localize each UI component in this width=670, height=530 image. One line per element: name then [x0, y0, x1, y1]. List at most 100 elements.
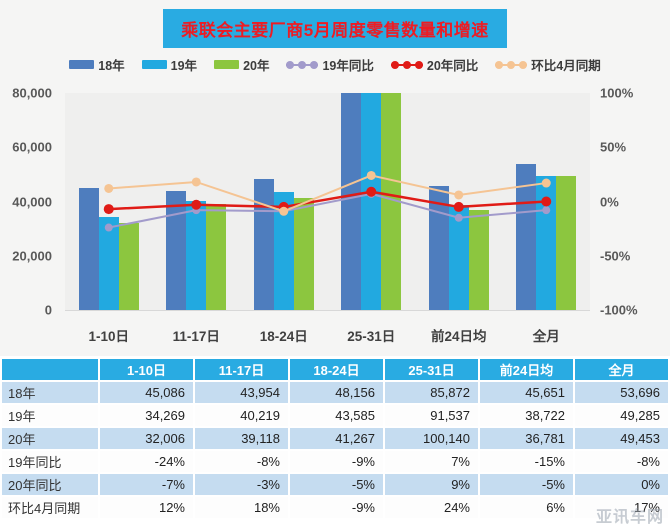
- legend-line-swatch: [390, 60, 423, 70]
- legend-label: 环比4月同期: [531, 59, 601, 73]
- legend-bar-swatch: [69, 60, 95, 69]
- table-cell: 40,219: [195, 405, 288, 426]
- table-row-19年: 19年 34,269 40,219 43,585 91,537 38,722 49,285: [2, 405, 668, 426]
- table-cell: 0%: [575, 474, 668, 495]
- table-cell: -9%: [290, 451, 383, 472]
- legend-item-4[interactable]: 20年同比: [390, 55, 479, 74]
- table-cell: 49,285: [575, 405, 668, 426]
- row-label: 18年: [2, 382, 98, 403]
- legend-item-5[interactable]: 环比4月同期: [495, 55, 601, 74]
- legend-item-2[interactable]: 20年: [214, 55, 269, 74]
- bar-19年-1-10日: [98, 217, 119, 310]
- row-label: 19年同比: [2, 451, 98, 472]
- bar-18年-18-24日: [253, 179, 274, 310]
- table-cell: 17%: [575, 497, 668, 518]
- legend-item-1[interactable]: 19年: [141, 55, 198, 74]
- bar-20年-18-24日: [293, 198, 314, 310]
- bar-18年-全月: [516, 164, 537, 310]
- table-cell: -8%: [195, 451, 288, 472]
- table-cell: -24%: [100, 451, 193, 472]
- right-axis-tick: 100%: [600, 85, 634, 101]
- table-cell: 100,140: [385, 428, 478, 449]
- right-axis-tick: 0%: [600, 194, 619, 209]
- table-cell: 45,086: [100, 382, 193, 403]
- bar-20年-25-31日: [381, 93, 402, 310]
- table-cell: 49,453: [575, 428, 668, 449]
- legend-bar-swatch: [141, 60, 167, 69]
- legend-label: 20年同比: [426, 59, 479, 73]
- chart-panel: 乘联会主要厂商5月周度零售数量和增速 18年 19年 20年 19年同比 20年同比 环比…: [0, 0, 670, 356]
- table-header-cell: 25-31日: [385, 359, 478, 380]
- table-cell: -8%: [575, 451, 668, 472]
- bar-19年-前24日均: [448, 204, 469, 310]
- legend-label: 20年: [243, 59, 270, 73]
- table-cell: 91,537: [385, 405, 478, 426]
- left-axis-tick: 20,000: [12, 248, 52, 264]
- table-header-cell: 11-17日: [195, 359, 288, 380]
- x-axis-label: 1-10日: [88, 329, 130, 344]
- bar-18年-前24日均: [428, 186, 449, 310]
- table-cell: 38,722: [480, 405, 573, 426]
- bar-19年-11-17日: [186, 200, 207, 310]
- bar-19年-25-31日: [361, 93, 382, 310]
- legend-bar-swatch: [214, 60, 240, 69]
- table-header-row: 1-10日 11-17日 18-24日 25-31日 前24日均 全月: [2, 359, 668, 380]
- row-label: 20年: [2, 428, 98, 449]
- table-cell: 12%: [100, 497, 193, 518]
- legend-line-swatch: [286, 60, 319, 70]
- table-cell: 24%: [385, 497, 478, 518]
- legend-item-3[interactable]: 19年同比: [286, 55, 374, 74]
- bar-20年-11-17日: [206, 203, 227, 310]
- chart-legend: 18年 19年 20年 19年同比 20年同比 环比4月同期: [0, 55, 670, 74]
- plot-area: [65, 93, 590, 311]
- table-row-20年: 20年 32,006 39,118 41,267 100,140 36,781 49,453: [2, 428, 668, 449]
- x-axis-label: 25-31日: [347, 329, 396, 344]
- x-axis-label: 全月: [532, 329, 560, 344]
- table-cell: -15%: [480, 451, 573, 472]
- x-axis-label: 18-24日: [259, 329, 308, 344]
- legend-label: 18年: [98, 59, 125, 73]
- bar-20年-前24日均: [468, 210, 489, 310]
- table-cell: -5%: [480, 474, 573, 495]
- row-label: 环比4月同期: [2, 497, 98, 518]
- x-axis-label: 11-17日: [172, 329, 220, 344]
- left-axis-tick: 60,000: [12, 139, 52, 155]
- row-label: 19年: [2, 405, 98, 426]
- table-cell: 85,872: [385, 382, 478, 403]
- table-cell: 34,269: [100, 405, 193, 426]
- table-cell: -5%: [290, 474, 383, 495]
- legend-label: 19年: [170, 59, 198, 73]
- table-cell: 41,267: [290, 428, 383, 449]
- watermark: 亚讯车网: [595, 509, 664, 526]
- table-cell: -3%: [195, 474, 288, 495]
- right-axis-tick: 50%: [600, 139, 627, 155]
- left-axis-tick: 0: [44, 302, 52, 318]
- table-header-cell: 前24日均: [480, 359, 573, 380]
- table-cell: 43,954: [195, 382, 288, 403]
- table-header-cell: 全月: [575, 359, 668, 380]
- table-cell: 43,585: [290, 405, 383, 426]
- table-row-20年同比: 20年同比 -7% -3% -5% 9% -5% 0%: [2, 474, 668, 495]
- table-cell: 18%: [195, 497, 288, 518]
- table-cell: 39,118: [195, 428, 288, 449]
- bar-20年-全月: [556, 175, 577, 310]
- table-cell: -9%: [290, 497, 383, 518]
- bar-19年-18-24日: [273, 191, 294, 310]
- left-axis-tick: 40,000: [12, 194, 52, 209]
- x-axis-label: 前24日均: [430, 329, 487, 344]
- table-cell: 9%: [385, 474, 478, 495]
- table-header-cell: 18-24日: [290, 359, 383, 380]
- table-header-cell: 1-10日: [100, 359, 193, 380]
- bar-18年-11-17日: [166, 190, 187, 310]
- table-cell: 7%: [385, 451, 478, 472]
- table-header-corner: [2, 359, 98, 380]
- table-cell: 48,156: [290, 382, 383, 403]
- left-axis-tick: 80,000: [12, 85, 52, 101]
- data-table: 1-10日 11-17日 18-24日 25-31日 前24日均 全月 18年 45,086 4…: [0, 357, 670, 520]
- table-row-环比4月同期: 环比4月同期 12% 18% -9% 24% 6% 17%: [2, 497, 668, 518]
- bar-18年-1-10日: [78, 187, 99, 310]
- legend-item-0[interactable]: 18年: [69, 55, 125, 74]
- table-cell: 6%: [480, 497, 573, 518]
- bar-20年-1-10日: [118, 223, 139, 310]
- legend-line-swatch: [495, 60, 528, 70]
